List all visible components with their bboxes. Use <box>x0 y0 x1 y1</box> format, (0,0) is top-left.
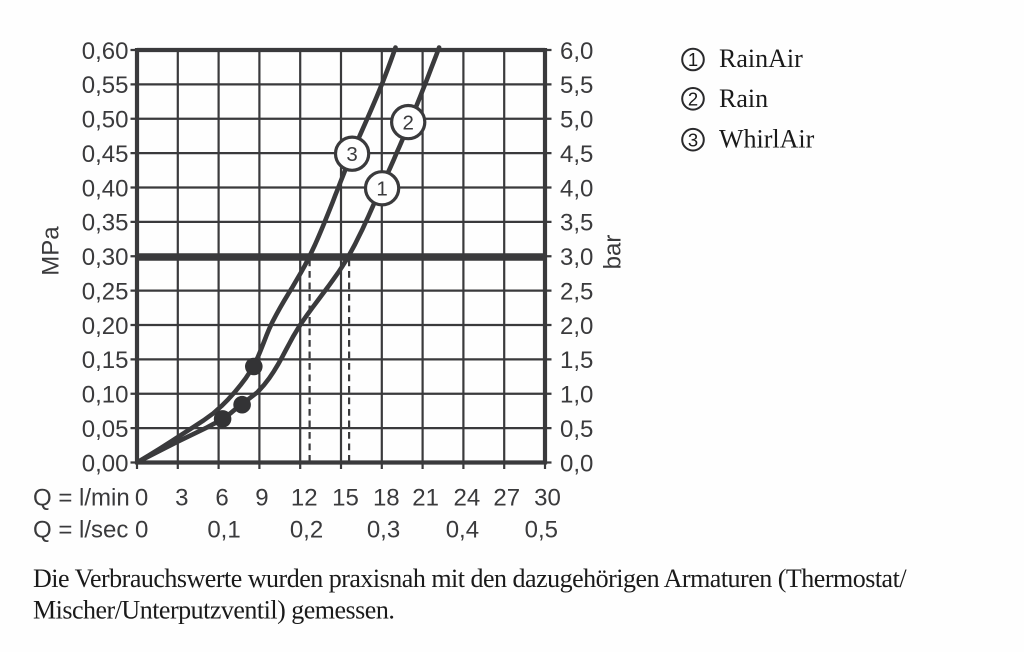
svg-text:WhirlAir: WhirlAir <box>719 125 815 154</box>
svg-text:0,05: 0,05 <box>82 416 129 443</box>
svg-text:0,35: 0,35 <box>82 210 129 237</box>
svg-text:27: 27 <box>493 485 520 512</box>
svg-text:Q = l/sec: Q = l/sec <box>33 517 128 544</box>
svg-text:Q = l/min: Q = l/min <box>33 485 130 512</box>
svg-text:MPa: MPa <box>38 226 65 276</box>
svg-text:RainAir: RainAir <box>719 44 803 73</box>
svg-text:0,1: 0,1 <box>207 517 240 544</box>
svg-text:0,40: 0,40 <box>82 175 129 202</box>
svg-text:6,0: 6,0 <box>560 38 593 65</box>
svg-text:0: 0 <box>135 517 148 544</box>
svg-text:0,60: 0,60 <box>82 38 129 65</box>
svg-text:0,5: 0,5 <box>560 416 593 443</box>
svg-text:3: 3 <box>175 485 188 512</box>
svg-text:0,4: 0,4 <box>446 517 479 544</box>
svg-text:5,5: 5,5 <box>560 72 593 99</box>
svg-text:3: 3 <box>346 143 357 166</box>
svg-text:bar: bar <box>600 235 627 270</box>
svg-text:0,55: 0,55 <box>82 72 129 99</box>
svg-text:2,5: 2,5 <box>560 278 593 305</box>
svg-text:15: 15 <box>332 485 359 512</box>
svg-text:0,2: 0,2 <box>290 517 323 544</box>
svg-text:12: 12 <box>291 485 318 512</box>
svg-text:0,5: 0,5 <box>525 517 558 544</box>
svg-text:4,0: 4,0 <box>560 175 593 202</box>
svg-text:0,50: 0,50 <box>82 107 129 134</box>
svg-text:Mischer/Unterputzventil) gemes: Mischer/Unterputzventil) gemessen. <box>33 596 394 625</box>
svg-text:1: 1 <box>688 49 698 70</box>
svg-text:0,25: 0,25 <box>82 278 129 305</box>
svg-text:2: 2 <box>402 112 413 135</box>
svg-text:0,0: 0,0 <box>560 450 593 477</box>
svg-text:0,15: 0,15 <box>82 347 129 374</box>
svg-text:0,00: 0,00 <box>82 450 129 477</box>
svg-text:9: 9 <box>255 485 268 512</box>
svg-text:2,0: 2,0 <box>560 313 593 340</box>
svg-text:Die Verbrauchswerte wurden pra: Die Verbrauchswerte wurden praxisnah mit… <box>33 564 907 593</box>
svg-text:3,0: 3,0 <box>560 244 593 271</box>
svg-text:1,5: 1,5 <box>560 347 593 374</box>
svg-text:6: 6 <box>215 485 228 512</box>
svg-text:4,5: 4,5 <box>560 141 593 168</box>
svg-text:0,10: 0,10 <box>82 382 129 409</box>
svg-text:1,0: 1,0 <box>560 382 593 409</box>
svg-text:3,5: 3,5 <box>560 210 593 237</box>
svg-text:0,30: 0,30 <box>82 244 129 271</box>
svg-text:1: 1 <box>376 178 387 201</box>
svg-text:24: 24 <box>454 485 481 512</box>
svg-text:0: 0 <box>135 485 148 512</box>
svg-text:18: 18 <box>373 485 400 512</box>
svg-text:5,0: 5,0 <box>560 107 593 134</box>
svg-text:0,45: 0,45 <box>82 141 129 168</box>
svg-text:30: 30 <box>534 485 561 512</box>
svg-text:0,20: 0,20 <box>82 313 129 340</box>
svg-text:21: 21 <box>412 485 439 512</box>
svg-text:2: 2 <box>688 89 698 110</box>
svg-text:Rain: Rain <box>719 84 768 113</box>
svg-text:3: 3 <box>688 129 698 150</box>
svg-text:0,3: 0,3 <box>367 517 400 544</box>
